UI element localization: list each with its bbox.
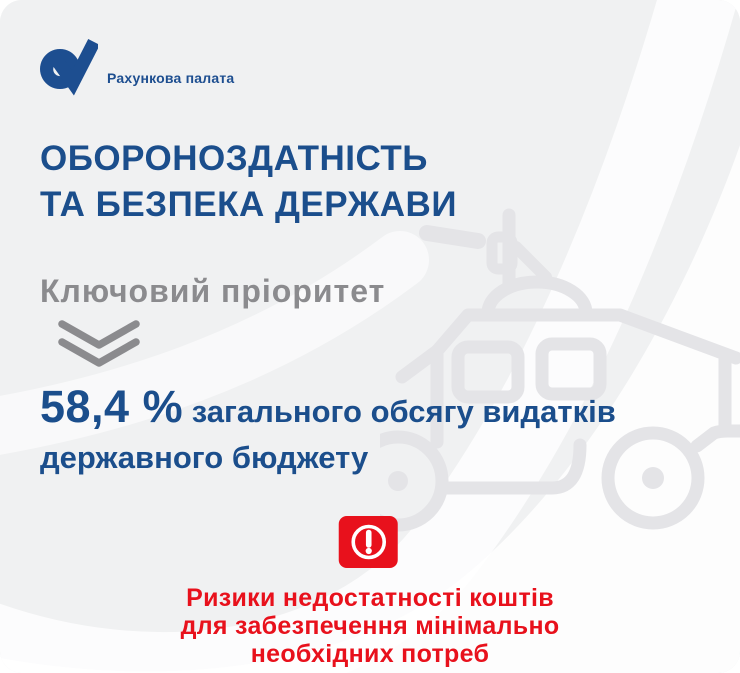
logo-text: Рахункова палата bbox=[107, 70, 235, 86]
statistic-block: 58,4 % загального обсягу видатків держав… bbox=[40, 381, 616, 476]
exclamation-circle-icon bbox=[350, 524, 386, 560]
statistic-value: 58,4 % bbox=[40, 381, 184, 432]
accounting-chamber-swoosh-icon bbox=[40, 39, 98, 96]
statistic-line-1: 58,4 % загального обсягу видатків bbox=[40, 381, 616, 433]
title-line-1: ОБОРОНОЗДАТНІСТЬ bbox=[40, 139, 428, 178]
statistic-description-1: загального обсягу видатків bbox=[191, 394, 616, 429]
double-chevron-down-icon bbox=[58, 320, 140, 367]
warning-badge bbox=[338, 516, 398, 568]
warning-message-line-3: необхідних потреб bbox=[250, 640, 490, 668]
page-title: ОБОРОНОЗДАТНІСТЬ ТА БЕЗПЕКА ДЕРЖАВИ bbox=[40, 136, 457, 227]
armored-vehicle-icon bbox=[380, 208, 740, 532]
warning-message-line-1: Ризики недостатності коштів bbox=[186, 584, 554, 612]
priority-label: Ключовий пріоритет bbox=[40, 273, 386, 309]
warning-message-line-2: для забезпечення мінімально bbox=[180, 612, 560, 640]
logo: Рахункова палата bbox=[36, 38, 234, 96]
title-line-2: ТА БЕЗПЕКА ДЕРЖАВИ bbox=[40, 184, 457, 224]
statistic-description-2: державного бюджету bbox=[40, 440, 369, 475]
warning-message: Ризики недостатності коштів для забезпеч… bbox=[0, 584, 740, 668]
